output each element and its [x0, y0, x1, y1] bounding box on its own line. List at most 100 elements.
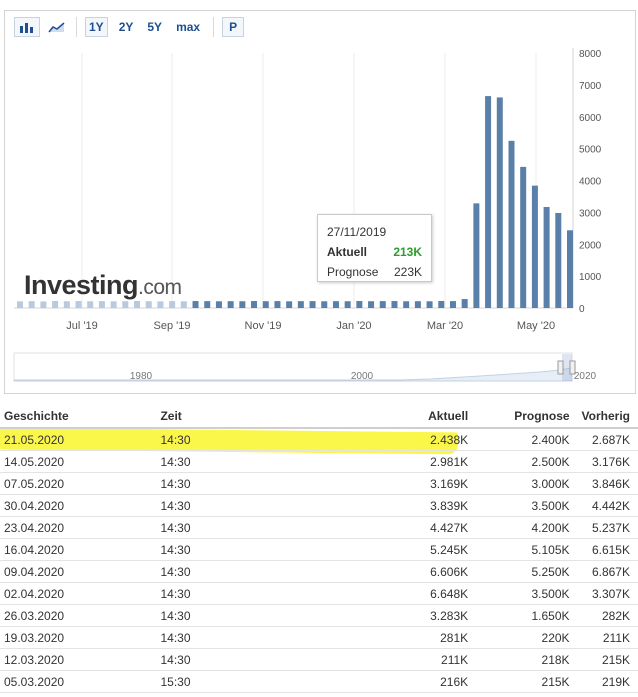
range-1y-button[interactable]: 1Y	[85, 17, 108, 37]
bar[interactable]	[87, 301, 94, 308]
range-2y-button[interactable]: 2Y	[118, 20, 134, 34]
range-max-button[interactable]: max	[176, 20, 201, 34]
bar[interactable]	[192, 301, 199, 308]
bar[interactable]	[63, 301, 70, 308]
navigator-handle-right[interactable]	[569, 360, 576, 375]
toolbar-divider	[76, 17, 77, 37]
history-table: Geschichte Zeit Aktuell Prognose Vorheri…	[0, 405, 638, 693]
x-axis: Jul '19 Sep '19 Nov '19 Jan '20 Mar '20 May '…	[66, 320, 555, 332]
bar[interactable]	[75, 301, 82, 308]
cell-time: 14:30	[156, 538, 317, 561]
bar[interactable]	[251, 301, 258, 308]
table-row: 19.03.2020 14:30 281K 220K 211K	[0, 626, 638, 649]
navigator-series	[13, 367, 573, 382]
bar[interactable]	[449, 301, 456, 308]
bar[interactable]	[356, 301, 363, 308]
cell-forecast: 3.500K	[476, 494, 578, 517]
bar[interactable]	[145, 301, 152, 308]
bar[interactable]	[332, 301, 339, 308]
bar[interactable]	[40, 301, 47, 308]
bar[interactable]	[169, 301, 176, 308]
bar[interactable]	[496, 97, 503, 308]
bar[interactable]	[543, 206, 550, 308]
cell-time: 14:30	[156, 604, 317, 627]
cell-forecast: 3.000K	[476, 472, 578, 495]
bar-chart-icon	[20, 23, 33, 33]
range-5y-button[interactable]: 5Y	[147, 20, 163, 34]
line-chart-type-button[interactable]	[46, 17, 68, 37]
bar[interactable]	[485, 96, 492, 308]
bar[interactable]	[204, 301, 211, 308]
cell-previous: 2.687K	[577, 428, 638, 451]
bar[interactable]	[110, 301, 117, 308]
cell-forecast: 218K	[476, 648, 578, 671]
x-tick-label: Nov '19	[245, 320, 282, 332]
bar[interactable]	[414, 301, 421, 308]
bar[interactable]	[379, 301, 386, 308]
cell-actual: 6.648K	[316, 582, 477, 605]
y-tick-label: 0	[579, 304, 585, 315]
bar[interactable]	[531, 185, 538, 308]
cell-date: 02.04.2020	[0, 582, 157, 605]
toolbar-divider	[213, 17, 215, 37]
bar[interactable]	[157, 301, 164, 308]
x-tick-label: Sep '19	[154, 320, 191, 332]
bar[interactable]	[344, 301, 351, 308]
bar[interactable]	[286, 301, 293, 308]
bar[interactable]	[274, 301, 281, 308]
bar[interactable]	[555, 212, 562, 308]
cell-actual: 211K	[316, 648, 477, 671]
bar[interactable]	[567, 230, 573, 308]
bar[interactable]	[391, 301, 398, 308]
bar[interactable]	[321, 301, 328, 308]
bar-chart-type-button[interactable]	[14, 17, 40, 37]
bar[interactable]	[134, 300, 141, 308]
cell-previous: 215K	[577, 648, 638, 671]
y-tick-label: 6000	[579, 113, 602, 124]
cell-date: 21.05.2020	[0, 428, 157, 451]
bar[interactable]	[227, 301, 234, 308]
investing-logo: Investing.com	[24, 270, 182, 301]
cell-actual: 4.427K	[316, 516, 477, 539]
p-button[interactable]: P	[222, 17, 245, 37]
bar[interactable]	[122, 301, 129, 308]
bar[interactable]	[438, 300, 445, 308]
navigator-selection[interactable]	[562, 354, 572, 381]
table-row: 16.04.2020 14:30 5.245K 5.105K 6.615K	[0, 538, 638, 561]
cell-date: 19.03.2020	[0, 626, 157, 649]
cell-previous: 3.846K	[577, 472, 638, 495]
cell-actual: 2.438K	[316, 428, 477, 451]
bar[interactable]	[180, 301, 187, 308]
navigator-handle-left[interactable]	[557, 360, 564, 375]
range-navigator[interactable]: 1980 2000 2020	[13, 352, 597, 382]
bar[interactable]	[28, 301, 35, 308]
bar[interactable]	[262, 301, 269, 308]
bar[interactable]	[297, 301, 304, 308]
cell-actual: 3.283K	[316, 604, 477, 627]
bar[interactable]	[215, 301, 222, 308]
bar[interactable]	[17, 301, 23, 308]
col-header-date: Geschichte	[0, 405, 157, 429]
bar[interactable]	[461, 299, 468, 308]
y-tick-label: 2000	[579, 240, 602, 251]
cell-time: 14:30	[156, 560, 317, 583]
bar[interactable]	[98, 301, 105, 308]
bar[interactable]	[473, 203, 480, 308]
bar[interactable]	[403, 301, 410, 308]
bar[interactable]	[239, 301, 246, 308]
bar[interactable]	[368, 301, 375, 308]
table-row: 12.03.2020 14:30 211K 218K 215K	[0, 648, 638, 671]
cell-forecast: 1.650K	[476, 604, 578, 627]
cell-date: 23.04.2020	[0, 516, 157, 539]
y-axis: 0 1000 2000 3000 4000 5000 6000 7000 8000	[579, 49, 602, 315]
bar[interactable]	[520, 166, 527, 308]
table-row: 21.05.2020 14:30 2.438K 2.400K 2.687K	[0, 428, 638, 451]
x-tick-label: Jul '19	[66, 320, 97, 332]
cell-forecast: 5.250K	[476, 560, 578, 583]
bar[interactable]	[426, 301, 433, 308]
y-tick-label: 7000	[579, 81, 602, 92]
y-tick-label: 8000	[579, 49, 602, 60]
bar[interactable]	[508, 140, 515, 308]
bar[interactable]	[52, 300, 59, 308]
bar[interactable]	[309, 301, 316, 308]
